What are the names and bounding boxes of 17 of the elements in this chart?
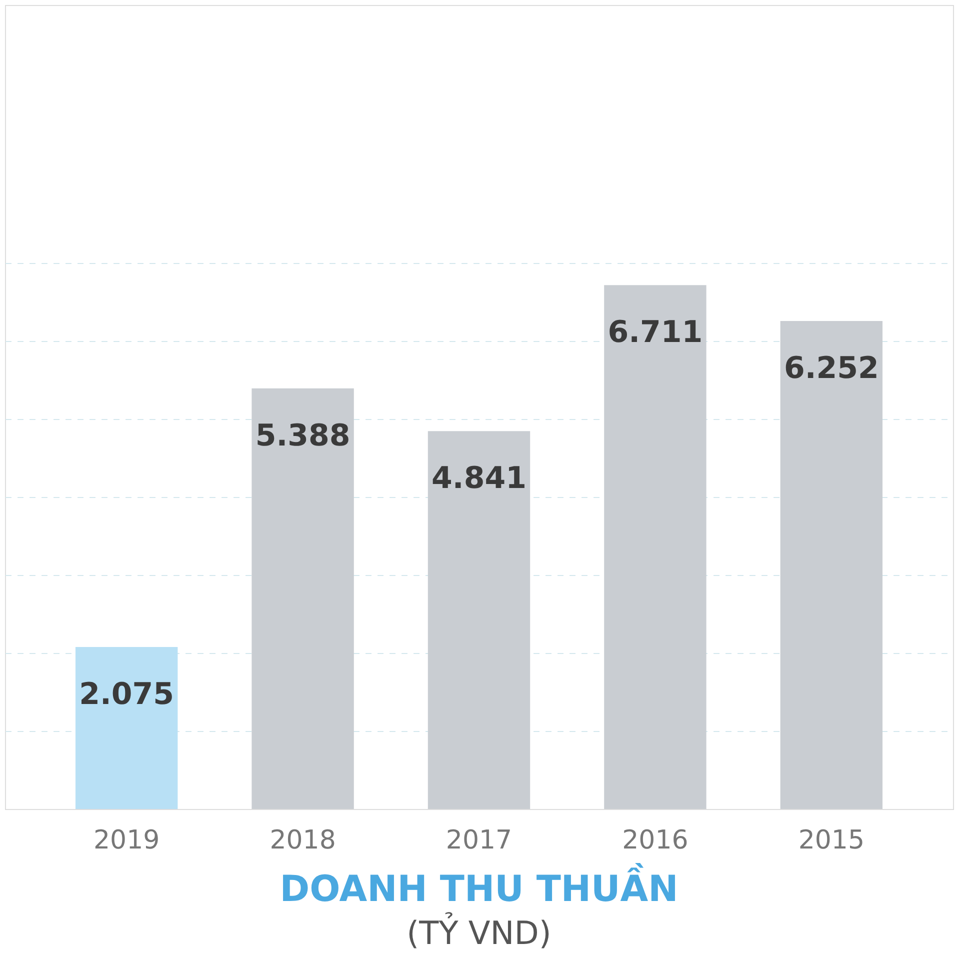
data-label: 2.075: [79, 677, 174, 712]
data-label: 5.388: [255, 418, 350, 454]
text: (TỶ VND): [406, 912, 552, 952]
bar: [604, 285, 706, 809]
text: DOANH THU THUẦN: [280, 863, 678, 910]
x-tick-label: 2016: [622, 826, 688, 856]
data-label: 6.711: [608, 315, 703, 350]
x-tick-label: 2019: [94, 826, 160, 856]
x-tick-label: 2017: [446, 826, 512, 856]
x-tick-label: 2018: [270, 826, 336, 856]
data-label: 4.841: [432, 461, 526, 496]
bar: [252, 388, 354, 809]
bar: [75, 647, 178, 809]
bar: [428, 431, 530, 809]
data-label: 6.252: [784, 350, 879, 386]
bar: [780, 320, 883, 809]
x-tick-label: 2015: [798, 826, 864, 856]
